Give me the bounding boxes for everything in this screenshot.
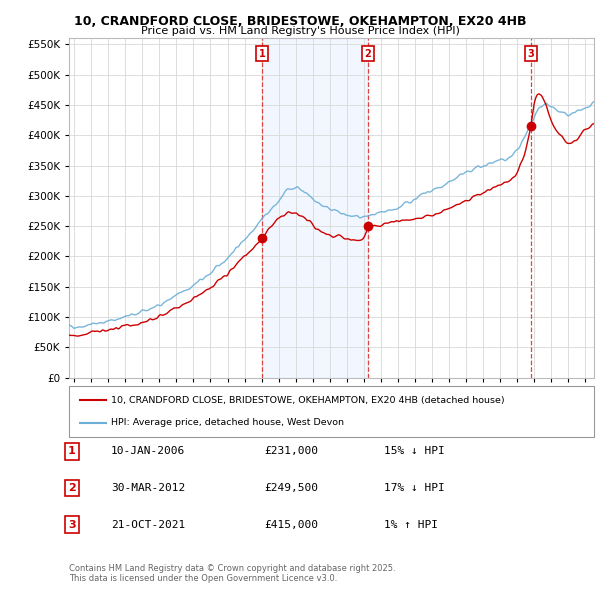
- Text: £249,500: £249,500: [264, 483, 318, 493]
- Text: 2: 2: [68, 483, 76, 493]
- Text: 10, CRANDFORD CLOSE, BRIDESTOWE, OKEHAMPTON, EX20 4HB: 10, CRANDFORD CLOSE, BRIDESTOWE, OKEHAMP…: [74, 15, 526, 28]
- Text: Price paid vs. HM Land Registry's House Price Index (HPI): Price paid vs. HM Land Registry's House …: [140, 26, 460, 36]
- Text: Contains HM Land Registry data © Crown copyright and database right 2025.
This d: Contains HM Land Registry data © Crown c…: [69, 563, 395, 583]
- Text: £231,000: £231,000: [264, 447, 318, 456]
- Text: 30-MAR-2012: 30-MAR-2012: [111, 483, 185, 493]
- FancyBboxPatch shape: [69, 386, 594, 437]
- Text: 17% ↓ HPI: 17% ↓ HPI: [384, 483, 445, 493]
- Bar: [262, 38, 368, 378]
- Text: 15% ↓ HPI: 15% ↓ HPI: [384, 447, 445, 456]
- Text: 1: 1: [68, 447, 76, 456]
- Text: 3: 3: [527, 48, 535, 58]
- Text: 21-OCT-2021: 21-OCT-2021: [111, 520, 185, 529]
- Text: 10, CRANDFORD CLOSE, BRIDESTOWE, OKEHAMPTON, EX20 4HB (detached house): 10, CRANDFORD CLOSE, BRIDESTOWE, OKEHAMP…: [111, 396, 505, 405]
- Text: 3: 3: [68, 520, 76, 529]
- Text: HPI: Average price, detached house, West Devon: HPI: Average price, detached house, West…: [111, 418, 344, 427]
- Text: 1% ↑ HPI: 1% ↑ HPI: [384, 520, 438, 529]
- Text: £415,000: £415,000: [264, 520, 318, 529]
- Text: 2: 2: [365, 48, 371, 58]
- Text: 1: 1: [259, 48, 265, 58]
- Text: 10-JAN-2006: 10-JAN-2006: [111, 447, 185, 456]
